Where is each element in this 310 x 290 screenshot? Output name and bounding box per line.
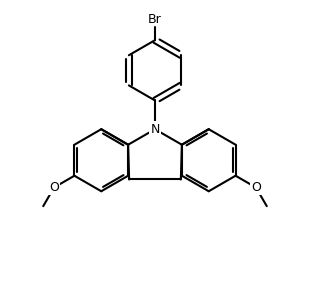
Text: Br: Br [148, 13, 162, 26]
Text: N: N [150, 123, 160, 136]
Text: O: O [251, 181, 261, 194]
Text: O: O [49, 181, 59, 194]
